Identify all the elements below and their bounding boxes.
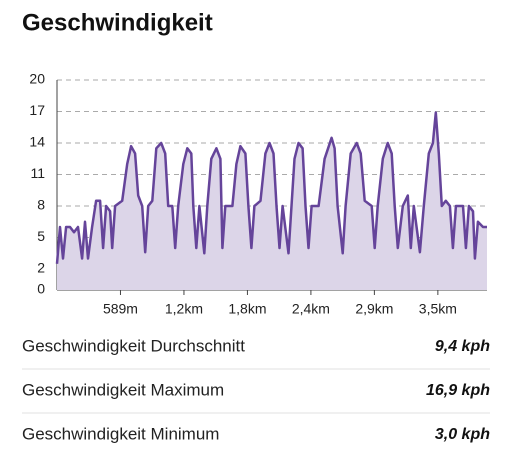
stat-value: 16,9 kph xyxy=(426,382,490,399)
stat-label: Geschwindigkeit Durchschnitt xyxy=(22,336,245,355)
x-tick-label: 589m xyxy=(103,301,138,317)
y-tick-label: 14 xyxy=(29,134,45,150)
line xyxy=(55,111,487,264)
stat-label: Geschwindigkeit Minimum xyxy=(22,424,219,443)
y-tick-label: 20 xyxy=(29,71,45,87)
y-tick-label: 11 xyxy=(30,165,45,181)
stat-label: Geschwindigkeit Maximum xyxy=(22,380,224,399)
y-tick-label: 8 xyxy=(37,197,45,213)
x-tick-label: 1,8km xyxy=(228,301,266,317)
x-tick-label: 2,9km xyxy=(355,301,393,317)
x-tick-label: 2,4km xyxy=(292,301,330,317)
stat-value: 3,0 kph xyxy=(435,426,490,443)
x-tick-label: 3,5km xyxy=(419,301,457,317)
x-tick-label: 1,2km xyxy=(165,301,203,317)
y-tick-label: 5 xyxy=(37,228,45,244)
y-tick-label: 17 xyxy=(29,102,45,118)
y-tick-label: 2 xyxy=(37,260,45,276)
stat-value: 9,4 kph xyxy=(435,338,490,355)
chart-title: Geschwindigkeit xyxy=(22,9,213,36)
y-tick-label: 0 xyxy=(37,281,45,297)
